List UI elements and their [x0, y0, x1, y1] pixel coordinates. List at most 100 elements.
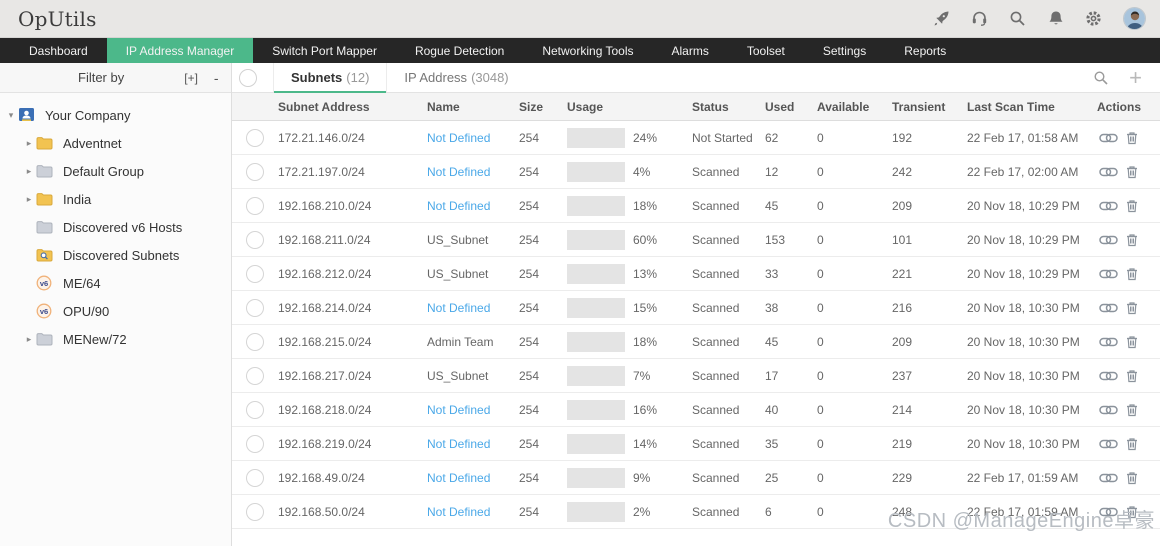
subnet-name-link[interactable]: Not Defined — [427, 164, 491, 179]
delete-trash-icon[interactable] — [1126, 233, 1138, 247]
folder-search-icon — [36, 247, 54, 263]
tab-subnets[interactable]: Subnets (12) — [273, 63, 387, 93]
tab-ip-address[interactable]: IP Address (3048) — [386, 63, 525, 92]
nav-item-reports[interactable]: Reports — [904, 43, 947, 58]
column-header-transient[interactable]: Transient — [892, 99, 946, 114]
delete-trash-icon[interactable] — [1126, 403, 1138, 417]
size-cell: 254 — [519, 164, 540, 179]
tree-caret-icon[interactable]: ▸ — [26, 137, 32, 148]
row-select-radio[interactable] — [246, 468, 264, 487]
link-chain-icon[interactable] — [1099, 267, 1118, 281]
used-cell: 17 — [765, 368, 779, 383]
sidebar-item-discovered-v6-hosts[interactable]: Discovered v6 Hosts — [0, 213, 231, 241]
gear-icon[interactable] — [1085, 10, 1102, 27]
column-header-last-scan-time[interactable]: Last Scan Time — [967, 99, 1055, 114]
rocket-icon[interactable] — [933, 10, 950, 27]
row-select-radio[interactable] — [246, 332, 264, 351]
bell-icon[interactable] — [1047, 10, 1064, 27]
subnet-name-link[interactable]: Not Defined — [427, 402, 491, 417]
link-chain-icon[interactable] — [1099, 471, 1118, 485]
row-select-radio[interactable] — [246, 196, 264, 215]
available-cell: 0 — [817, 266, 824, 281]
subnet-name-link[interactable]: Not Defined — [427, 470, 491, 485]
nav-item-ip-address-manager[interactable]: IP Address Manager — [106, 38, 254, 63]
link-chain-icon[interactable] — [1099, 437, 1118, 451]
available-cell: 0 — [817, 436, 824, 451]
column-header-size[interactable]: Size — [519, 99, 544, 114]
nav-item-alarms[interactable]: Alarms — [671, 43, 709, 58]
delete-trash-icon[interactable] — [1126, 199, 1138, 213]
delete-trash-icon[interactable] — [1126, 301, 1138, 315]
tree-caret-icon[interactable]: ▸ — [26, 193, 32, 204]
link-chain-icon[interactable] — [1099, 301, 1118, 315]
column-header-name[interactable]: Name — [427, 99, 460, 114]
column-header-actions[interactable]: Actions — [1097, 99, 1142, 114]
folder-gray-icon — [36, 163, 54, 179]
user-avatar[interactable] — [1123, 7, 1146, 30]
link-chain-icon[interactable] — [1099, 199, 1118, 213]
nav-item-rogue-detection[interactable]: Rogue Detection — [414, 43, 505, 58]
nav-item-dashboard[interactable]: Dashboard — [29, 43, 88, 58]
usage-bar — [567, 195, 625, 216]
row-select-radio[interactable] — [246, 298, 264, 317]
column-header-usage[interactable]: Usage — [567, 99, 604, 114]
column-header-used[interactable]: Used — [765, 99, 795, 114]
link-chain-icon[interactable] — [1099, 131, 1118, 145]
nav-item-toolset[interactable]: Toolset — [746, 43, 785, 58]
sidebar-item-discovered-subnets[interactable]: Discovered Subnets — [0, 241, 231, 269]
subnet-name-link[interactable]: Not Defined — [427, 504, 491, 519]
sidebar-item-india[interactable]: ▸ India — [0, 185, 231, 213]
row-select-radio[interactable] — [246, 400, 264, 419]
sidebar-item-your-company[interactable]: ▾ Your Company — [0, 101, 231, 129]
subnet-name-link[interactable]: Not Defined — [427, 436, 491, 451]
tree-caret-icon[interactable]: ▾ — [8, 109, 14, 120]
search-icon[interactable] — [1009, 10, 1026, 27]
tree-collapse-all-button[interactable]: - — [213, 69, 219, 86]
tree-caret-icon[interactable]: ▸ — [26, 165, 32, 176]
tree-expand-all-button[interactable]: [+] — [184, 70, 198, 85]
subnet-name-link[interactable]: Not Defined — [427, 130, 491, 145]
status-cell: Scanned — [692, 402, 740, 417]
link-chain-icon[interactable] — [1099, 165, 1118, 179]
row-select-radio[interactable] — [246, 434, 264, 453]
nav-item-settings[interactable]: Settings — [822, 43, 867, 58]
subnet-address-cell: 192.168.217.0/24 — [278, 368, 372, 383]
delete-trash-icon[interactable] — [1126, 471, 1138, 485]
link-chain-icon[interactable] — [1099, 505, 1118, 519]
row-select-radio[interactable] — [246, 162, 264, 181]
sidebar-item-adventnet[interactable]: ▸ Adventnet — [0, 129, 231, 157]
table-search-icon[interactable] — [1093, 70, 1109, 86]
tree-caret-icon[interactable]: ▸ — [26, 333, 32, 344]
link-chain-icon[interactable] — [1099, 335, 1118, 349]
sidebar-item-default-group[interactable]: ▸ Default Group — [0, 157, 231, 185]
delete-trash-icon[interactable] — [1126, 267, 1138, 281]
delete-trash-icon[interactable] — [1126, 505, 1138, 519]
row-select-radio[interactable] — [246, 502, 264, 521]
sidebar-item-opu-90[interactable]: v6 OPU/90 — [0, 297, 231, 325]
column-header-available[interactable]: Available — [817, 99, 870, 114]
link-chain-icon[interactable] — [1099, 233, 1118, 247]
column-header-status[interactable]: Status — [692, 99, 729, 114]
nav-item-switch-port-mapper[interactable]: Switch Port Mapper — [272, 43, 377, 58]
sidebar-item-menew-72[interactable]: ▸ MENew/72 — [0, 325, 231, 353]
sidebar-item-me-64[interactable]: v6 ME/64 — [0, 269, 231, 297]
delete-trash-icon[interactable] — [1126, 369, 1138, 383]
delete-trash-icon[interactable] — [1126, 165, 1138, 179]
link-chain-icon[interactable] — [1099, 369, 1118, 383]
row-select-radio[interactable] — [246, 128, 264, 147]
select-all-radio[interactable] — [239, 68, 257, 87]
row-select-radio[interactable] — [246, 366, 264, 385]
delete-trash-icon[interactable] — [1126, 335, 1138, 349]
subnet-name-link[interactable]: Not Defined — [427, 198, 491, 213]
row-select-radio[interactable] — [246, 264, 264, 283]
column-header-subnet-address[interactable]: Subnet Address — [278, 99, 370, 114]
delete-trash-icon[interactable] — [1126, 437, 1138, 451]
link-chain-icon[interactable] — [1099, 403, 1118, 417]
delete-trash-icon[interactable] — [1126, 131, 1138, 145]
add-subnet-button[interactable]: + — [1129, 64, 1142, 90]
last-scan-cell: 20 Nov 18, 10:30 PM — [967, 300, 1080, 315]
headset-icon[interactable] — [971, 10, 988, 27]
subnet-name-link[interactable]: Not Defined — [427, 300, 491, 315]
row-select-radio[interactable] — [246, 230, 264, 249]
nav-item-networking-tools[interactable]: Networking Tools — [542, 43, 634, 58]
